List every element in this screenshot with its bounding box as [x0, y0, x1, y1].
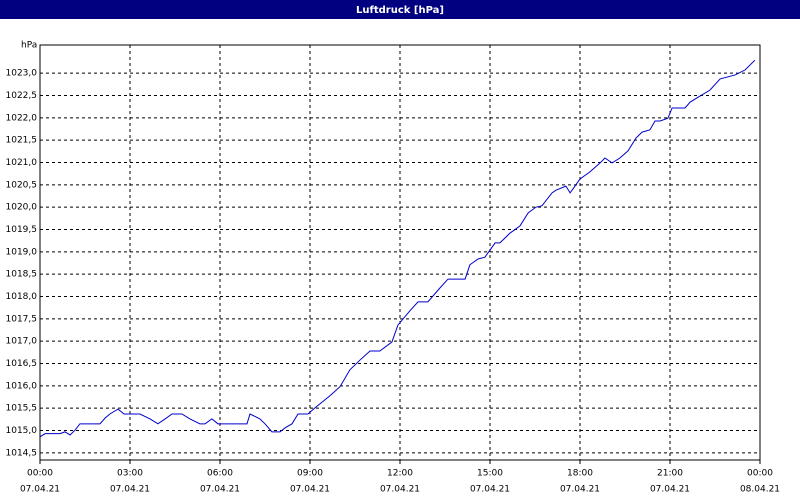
y-tick-label: 1015,0	[6, 426, 38, 436]
x-tick-label: 18:00	[567, 469, 593, 479]
y-tick-label: 1019,5	[6, 225, 38, 235]
x-tick-label: 00:00	[27, 469, 53, 479]
y-tick-label: 1018,5	[6, 270, 38, 280]
x-tick-date: 07.04.21	[20, 485, 60, 495]
y-tick-label: 1020,0	[6, 203, 38, 213]
chart-title: Luftdruck [hPa]	[356, 5, 444, 16]
x-tick-label: 12:00	[387, 469, 413, 479]
x-tick-date: 07.04.21	[290, 485, 330, 495]
y-axis-label: hPa	[21, 41, 37, 51]
x-tick-date: 07.04.21	[470, 485, 510, 495]
y-tick-label: 1022,5	[6, 91, 38, 101]
y-tick-label: 1020,5	[6, 180, 38, 190]
x-tick-date: 07.04.21	[200, 485, 240, 495]
x-tick-label: 06:00	[207, 469, 233, 479]
y-tick-label: 1021,5	[6, 136, 38, 146]
x-tick-label: 00:00	[747, 469, 773, 479]
x-tick-label: 21:00	[657, 469, 683, 479]
x-tick-date: 07.04.21	[380, 485, 420, 495]
y-tick-label: 1015,5	[6, 404, 38, 414]
y-tick-label: 1016,5	[6, 359, 38, 369]
x-tick-label: 03:00	[117, 469, 143, 479]
data-line	[39, 59, 756, 438]
y-tick-label: 1021,0	[6, 158, 38, 168]
y-tick-label: 1023,0	[6, 69, 38, 79]
x-tick-date: 07.04.21	[560, 485, 600, 495]
y-tick-label: 1014,5	[6, 448, 38, 458]
x-tick-label: 09:00	[297, 469, 323, 479]
x-tick-date: 08.04.21	[740, 485, 780, 495]
x-tick-label: 15:00	[477, 469, 503, 479]
x-tick-date: 07.04.21	[110, 485, 150, 495]
y-tick-label: 1018,0	[6, 292, 38, 302]
y-tick-label: 1017,5	[6, 314, 38, 324]
y-tick-label: 1017,0	[6, 337, 38, 347]
y-tick-label: 1016,0	[6, 381, 38, 391]
y-tick-label: 1022,0	[6, 113, 38, 123]
x-tick-date: 07.04.21	[650, 485, 690, 495]
plot-border	[39, 44, 761, 461]
y-tick-label: 1019,0	[6, 247, 38, 257]
title-bar	[0, 0, 800, 19]
